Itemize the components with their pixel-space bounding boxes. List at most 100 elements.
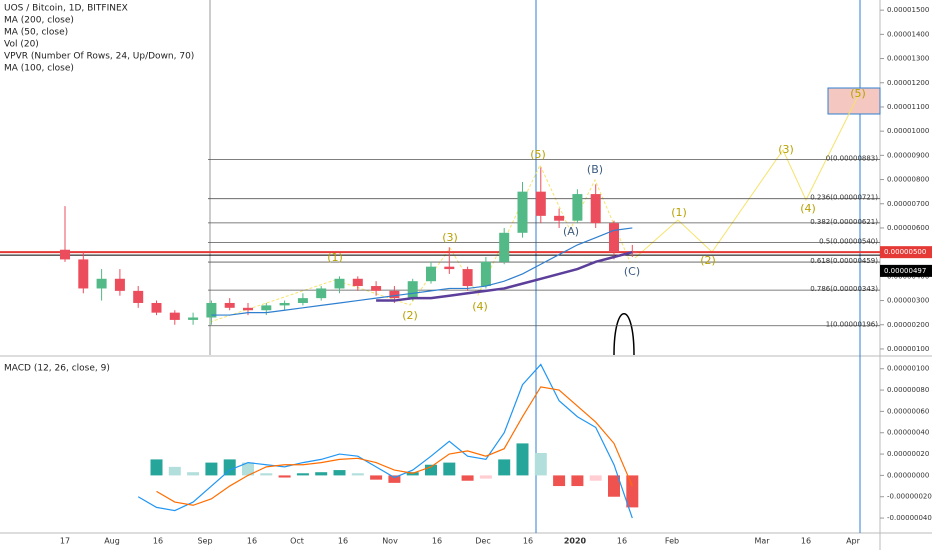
indicator-line: [211, 227, 633, 316]
legend-entry: MA (50, close): [4, 28, 68, 38]
legend-entry: Vol (20): [4, 40, 39, 50]
indicator-line: [137, 363, 633, 519]
y-tick-label: 0.00001000: [887, 127, 929, 135]
fib-label: 0.236(0.00000721): [810, 194, 878, 202]
indicator-line: [376, 250, 633, 302]
x-tick-label: Apr: [846, 537, 861, 546]
y-tick-label: 0.00000800: [887, 176, 929, 184]
histogram-bar: [589, 475, 602, 481]
fib-label: 0(0.00000883): [826, 154, 878, 162]
wave-label: (A): [563, 225, 579, 238]
histogram-bar: [553, 475, 566, 487]
candle-body: [389, 290, 400, 299]
fib-label: 1(0.00000196): [826, 321, 878, 329]
highlight-arc: [613, 313, 635, 356]
candle-body: [444, 266, 455, 270]
candle-body: [60, 249, 70, 260]
fib-label: 0.786(0.00000343): [810, 285, 878, 293]
fib-label: 0.618(0.00000459): [810, 257, 878, 265]
candle-body: [151, 302, 162, 313]
histogram-bar: [205, 462, 218, 476]
candle-body: [261, 305, 272, 311]
candle-body: [352, 278, 363, 287]
x-tick-label: 16: [247, 537, 257, 546]
y-tick-label: 0.00000100: [887, 345, 929, 353]
y-tick-label: 0.00001400: [887, 30, 929, 38]
candle-body: [590, 194, 601, 224]
candle-body: [572, 194, 583, 221]
histogram-bar: [388, 475, 401, 483]
x-tick-label: 16: [432, 537, 442, 546]
y-tick-label: 0.00000200: [887, 321, 929, 329]
candle-body: [480, 261, 491, 287]
candle-body: [188, 317, 199, 320]
fib-label: 0.5(0.00000540): [819, 237, 878, 245]
legend-title: UOS / Bitcoin, 1D, BITFINEX: [4, 4, 128, 14]
wave-label: (3): [442, 231, 458, 244]
histogram-bar: [461, 475, 474, 481]
x-tick-label: 2020: [564, 537, 587, 546]
candle-body: [243, 307, 253, 311]
histogram-bar: [315, 472, 328, 476]
histogram-bar: [571, 475, 584, 487]
x-tick-label: 16: [153, 537, 163, 546]
candle-body: [554, 215, 565, 221]
histogram-bar: [516, 443, 529, 476]
x-tick-label: 17: [60, 537, 70, 546]
x-tick-label: 16: [617, 537, 627, 546]
candle-body: [371, 286, 382, 291]
wave-label: (2): [402, 309, 418, 322]
wave-label: (1): [327, 251, 343, 264]
candle-body: [334, 278, 345, 289]
candle-body: [499, 232, 510, 262]
last-price-label: 0.00000497: [884, 267, 926, 275]
x-tick-label: Nov: [382, 537, 398, 546]
histogram-bar: [498, 459, 511, 476]
histogram-bar: [242, 462, 254, 476]
x-tick-label: Aug: [104, 537, 120, 546]
y-tick-label: -0.00000020: [887, 493, 932, 501]
candle-body: [609, 223, 619, 253]
wave-label: (5): [530, 148, 546, 161]
wave-label: (C): [624, 265, 640, 278]
fib-label: 0.382(0.00000621): [810, 218, 878, 226]
histogram-bar: [278, 475, 291, 478]
candle-body: [114, 278, 125, 291]
candle-body: [279, 302, 290, 306]
legend-entry: MA (100, close): [4, 64, 74, 74]
y-tick-label: 0.00000600: [887, 224, 929, 232]
candle-body: [462, 269, 473, 287]
histogram-bar: [351, 473, 364, 476]
wave-count: [209, 163, 631, 323]
y-tick-label: 0.00000000: [887, 471, 929, 479]
y-tick-label: 0.00000700: [887, 200, 929, 208]
x-tick-label: Sep: [197, 537, 212, 546]
wave-label: (3): [778, 143, 794, 156]
wave-label: (1): [671, 206, 687, 219]
x-tick-label: 16: [338, 537, 348, 546]
wave-label: (5): [850, 87, 866, 100]
y-tick-label: 0.00001500: [887, 6, 929, 14]
candle-body: [96, 278, 107, 289]
legend-entry: VPVR (Number Of Rows, 24, Up/Down, 70): [4, 52, 194, 62]
legend: UOS / Bitcoin, 1D, BITFINEX MA (200, clo…: [4, 4, 194, 374]
y-tick-label: -0.00000040: [887, 514, 932, 522]
indicator-line: [156, 386, 633, 506]
histogram-bar: [608, 475, 620, 497]
x-tick-label: Mar: [754, 537, 770, 546]
price-tag-label: 0.00000500: [884, 248, 926, 256]
histogram-bar: [370, 475, 383, 480]
histogram-bar: [425, 464, 437, 476]
candle-body: [316, 288, 327, 299]
x-tick-label: Oct: [290, 537, 304, 546]
histogram-bar: [223, 459, 236, 476]
x-tick-label: Dec: [475, 537, 490, 546]
histogram-bar: [260, 473, 273, 476]
candle-body: [169, 312, 180, 320]
candle-body: [297, 298, 308, 303]
histogram-bar: [187, 472, 200, 476]
macd-title: MACD (12, 26, close, 9): [4, 364, 110, 374]
y-tick-label: 0.00000080: [887, 386, 929, 394]
candle-body: [206, 302, 217, 318]
wave-label: (4): [800, 202, 816, 215]
